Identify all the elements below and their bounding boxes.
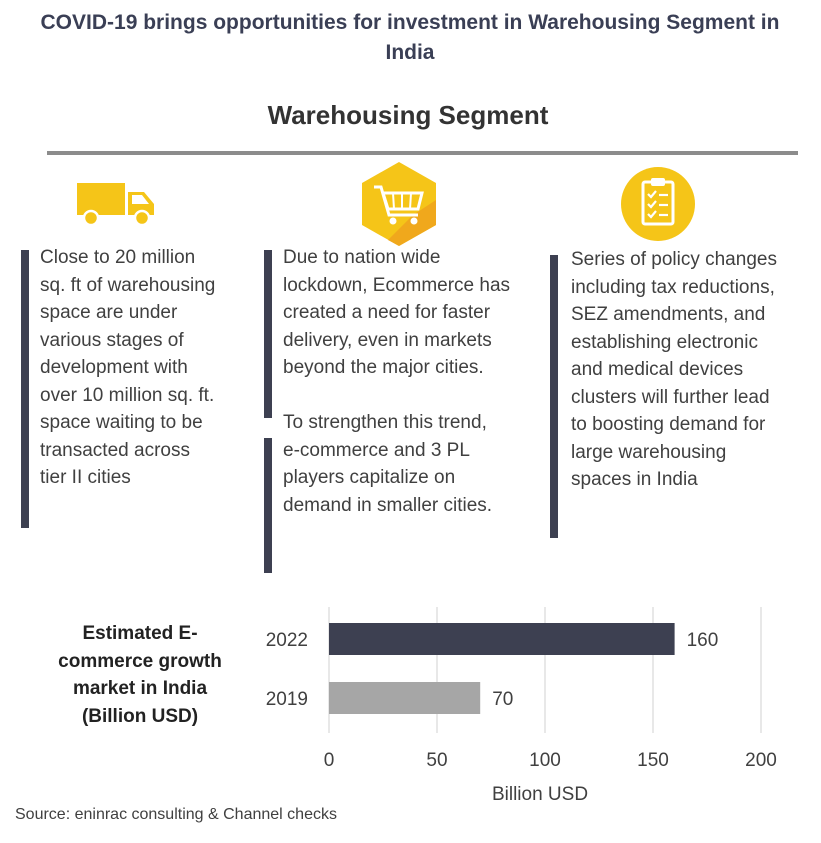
clipboard-checklist-icon [621,167,695,241]
column-3-text: Series of policy changes including tax r… [571,249,777,490]
category-label: 2022 [266,630,308,651]
data-label: 70 [492,689,513,710]
chart-label: Estimated E-commerce growth market in In… [58,623,222,727]
category-label: 2019 [266,689,308,710]
x-tick-label: 150 [637,750,669,771]
data-label: 160 [687,630,719,651]
column-3-accent-bar [550,255,558,538]
bar-2022 [329,623,675,655]
x-axis-label: Billion USD [492,784,588,805]
column-2-accent-bar-top [264,250,272,418]
x-tick-label: 200 [745,750,777,771]
divider-rule [47,151,798,155]
column-1-accent-bar [21,250,29,528]
column-2-text-secondary: To strengthen this trend, e-commerce and… [283,412,493,516]
page-title: COVID-19 brings opportunities for invest… [40,11,780,64]
shopping-cart-icon [362,162,436,246]
column-2-accent-bar-bottom [264,438,272,573]
truck-icon [77,183,154,226]
source-note: Source: eninrac consulting & Channel che… [15,806,337,823]
x-tick-label: 100 [529,750,561,771]
x-tick-label: 50 [426,750,447,771]
x-tick-label: 0 [324,750,335,771]
column-1-text: Close to 20 million sq. ft of warehousin… [40,247,216,488]
bar-2019 [329,682,481,714]
column-2-text: Due to nation wide lockdown, Ecommerce h… [283,247,511,378]
section-title: Warehousing Segment [267,100,549,130]
